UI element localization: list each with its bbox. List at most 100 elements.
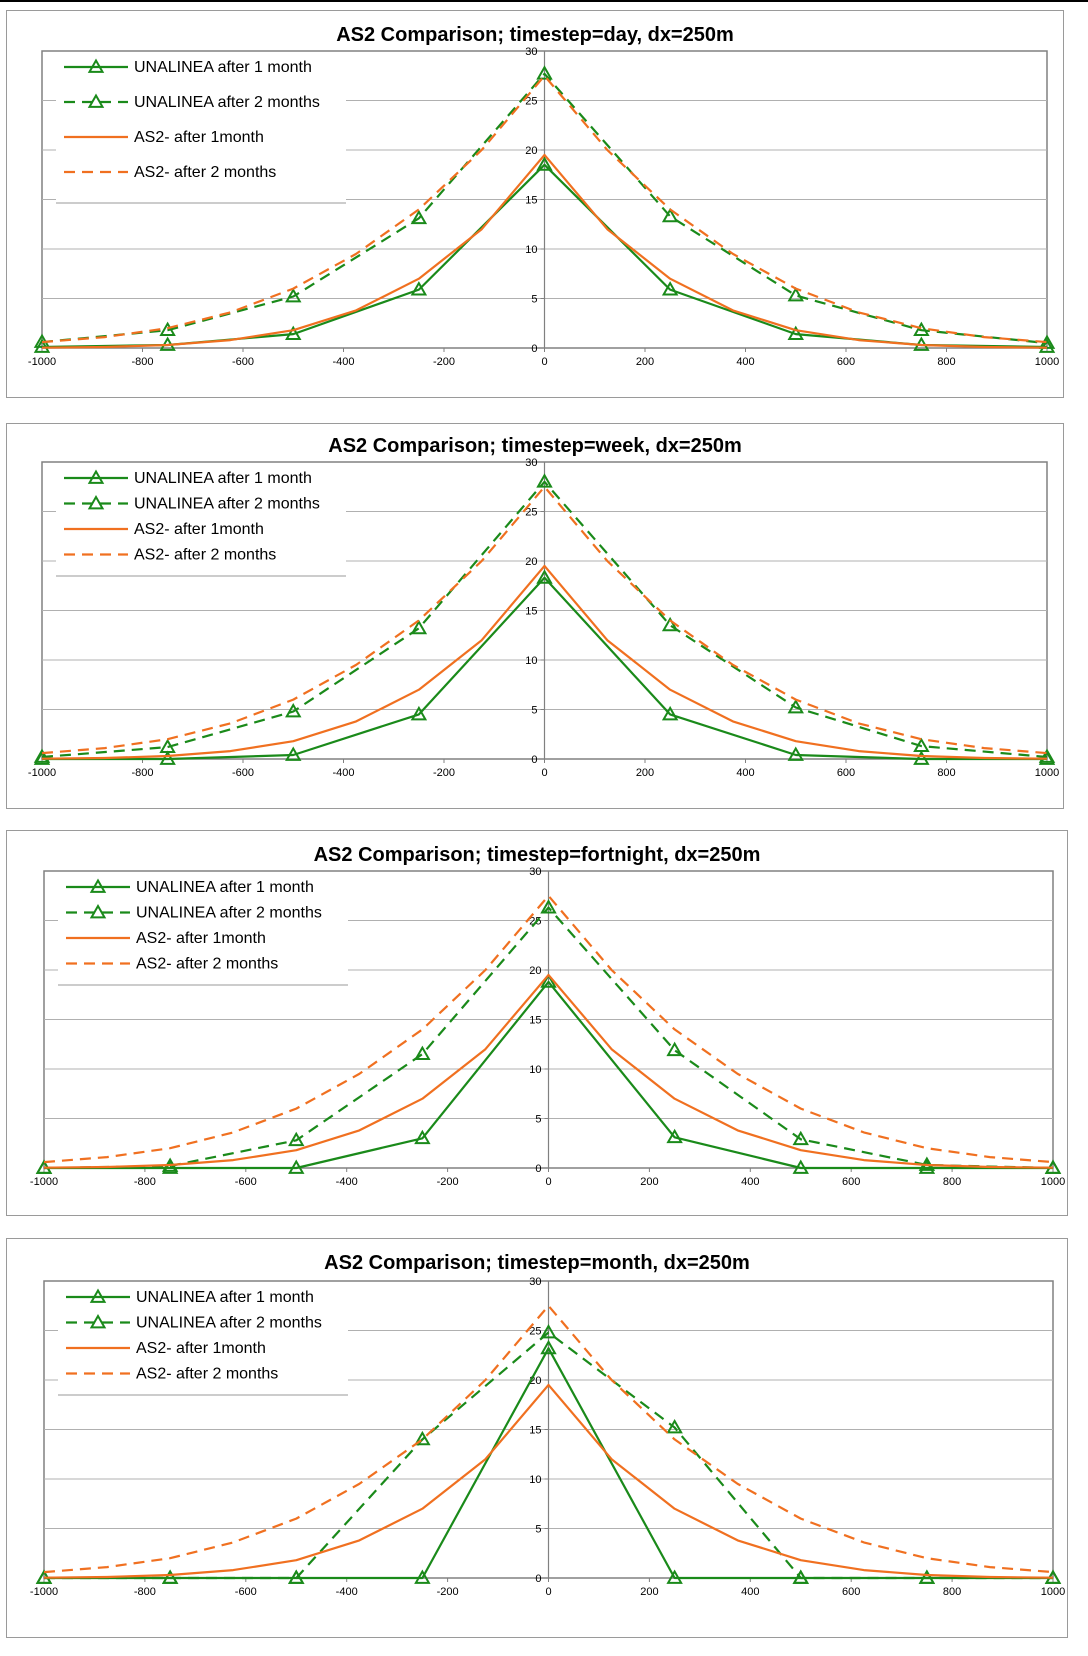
data-point-marker — [661, 207, 679, 223]
series-line — [42, 576, 1047, 761]
legend-marker-icon — [89, 1313, 107, 1329]
y-tick-label: 15 — [525, 195, 537, 207]
series-line — [41, 564, 1048, 760]
data-point-marker — [285, 746, 302, 761]
series-line — [43, 1304, 1054, 1574]
data-point-marker — [159, 750, 176, 765]
chart-title: AS2 Comparison; timestep=day, dx=250m — [336, 24, 734, 46]
data-point-marker — [159, 738, 176, 753]
chart-svg: AS2 Comparison; timestep=week, dx=250m 0 5… — [28, 435, 1059, 779]
legend-label: AS2- after 1month — [134, 129, 264, 146]
legend-label: AS2- after 1month — [134, 521, 264, 538]
legend-label: AS2- after 1month — [136, 1340, 266, 1357]
data-point-marker — [792, 1130, 809, 1146]
y-tick-label: 5 — [535, 1114, 541, 1126]
x-tick-label: -600 — [232, 767, 254, 779]
data-point-marker — [787, 746, 804, 761]
legend-label: UNALINEA after 2 months — [134, 94, 320, 111]
series-as2-after-1month — [41, 153, 1048, 349]
series-unalinea-after-1-month — [33, 569, 1056, 765]
series-as2-after-1month — [43, 1383, 1054, 1579]
data-point-marker — [661, 616, 679, 632]
data-point-marker — [666, 1569, 683, 1584]
data-point-marker — [536, 569, 553, 584]
legend: UNALINEA after 1 month UNALINEA after 2 m… — [56, 53, 346, 204]
series-line — [41, 153, 1048, 349]
x-tick-label: 0 — [545, 1586, 551, 1598]
x-tick-label: 0 — [545, 1176, 551, 1188]
data-point-marker — [414, 1045, 431, 1061]
data-point-marker — [414, 1129, 431, 1145]
x-tick-label: -400 — [332, 356, 354, 368]
chart-svg: AS2 Comparison; timestep=fortnight, dx=2… — [30, 844, 1065, 1188]
series-line — [41, 72, 1048, 345]
x-tick-label: 600 — [837, 356, 855, 368]
x-tick-label: 400 — [736, 767, 754, 779]
x-tick-label: 200 — [636, 356, 654, 368]
x-tick-label: -800 — [134, 1176, 156, 1188]
series-as2-after-1month — [41, 564, 1048, 760]
data-point-marker — [414, 1430, 431, 1446]
data-point-marker — [285, 288, 302, 303]
data-point-marker — [913, 321, 930, 337]
series-unalinea-after-2-months — [33, 473, 1056, 763]
legend-box — [56, 53, 346, 203]
legend-label: UNALINEA after 2 months — [136, 1315, 322, 1332]
x-tick-label: 400 — [741, 1176, 759, 1188]
legend: UNALINEA after 1 month UNALINEA after 2 m… — [56, 464, 346, 577]
data-point-marker — [661, 281, 679, 296]
data-point-marker — [288, 1131, 305, 1147]
legend-marker-icon — [89, 1288, 107, 1303]
y-tick-label: 10 — [525, 244, 537, 256]
data-point-marker — [536, 65, 553, 80]
y-tick-label: 30 — [525, 46, 537, 58]
data-point-marker — [536, 156, 553, 171]
x-tick-label: 800 — [937, 767, 955, 779]
series-line — [44, 980, 1053, 1170]
legend-label: UNALINEA after 1 month — [136, 879, 314, 896]
data-point-marker — [792, 1159, 809, 1174]
x-tick-label: -1000 — [30, 1586, 58, 1598]
x-tick-label: 400 — [741, 1586, 759, 1598]
x-tick-label: 600 — [842, 1176, 860, 1188]
legend-marker-icon — [87, 58, 105, 73]
y-tick-label: 5 — [531, 294, 537, 306]
series-unalinea-after-2-months — [35, 1323, 1062, 1584]
data-point-marker — [161, 1569, 179, 1584]
x-tick-label: -1000 — [30, 1176, 58, 1188]
x-tick-label: 0 — [541, 767, 547, 779]
y-tick-label: 20 — [525, 556, 537, 568]
series-line — [43, 906, 1054, 1170]
y-tick-label: 0 — [535, 1163, 541, 1175]
y-tick-label: 20 — [529, 965, 541, 977]
data-point-marker — [540, 1339, 557, 1355]
x-tick-label: -800 — [131, 356, 153, 368]
chart-title: AS2 Comparison; timestep=fortnight, dx=2… — [314, 844, 761, 866]
series-line — [44, 1331, 1053, 1580]
chart-title: AS2 Comparison; timestep=week, dx=250m — [328, 435, 742, 457]
legend-marker-icon — [87, 494, 105, 510]
legend-marker-icon — [87, 93, 105, 108]
data-point-marker — [661, 705, 679, 721]
data-point-marker — [540, 973, 557, 988]
y-tick-label: 5 — [531, 705, 537, 717]
x-tick-label: 200 — [640, 1586, 658, 1598]
chart-svg: AS2 Comparison; timestep=day, dx=250m 0 5 1… — [28, 24, 1059, 368]
data-point-marker — [913, 737, 930, 753]
y-tick-label: 25 — [529, 1326, 541, 1338]
data-point-marker — [410, 209, 428, 225]
x-tick-label: 400 — [736, 356, 754, 368]
x-tick-label: -1000 — [28, 356, 56, 368]
x-tick-label: 0 — [541, 356, 547, 368]
series-line — [41, 485, 1048, 755]
legend: UNALINEA after 1 month UNALINEA after 2 m… — [58, 873, 348, 986]
y-tick-label: 25 — [525, 507, 537, 519]
data-point-marker — [540, 1323, 557, 1339]
data-point-marker — [1038, 748, 1056, 763]
y-tick-label: 10 — [529, 1064, 541, 1076]
x-tick-label: 1000 — [1041, 1586, 1065, 1598]
series-line — [43, 894, 1054, 1164]
y-tick-label: 10 — [525, 655, 537, 667]
x-tick-label: -200 — [433, 356, 455, 368]
data-point-marker — [410, 281, 428, 296]
